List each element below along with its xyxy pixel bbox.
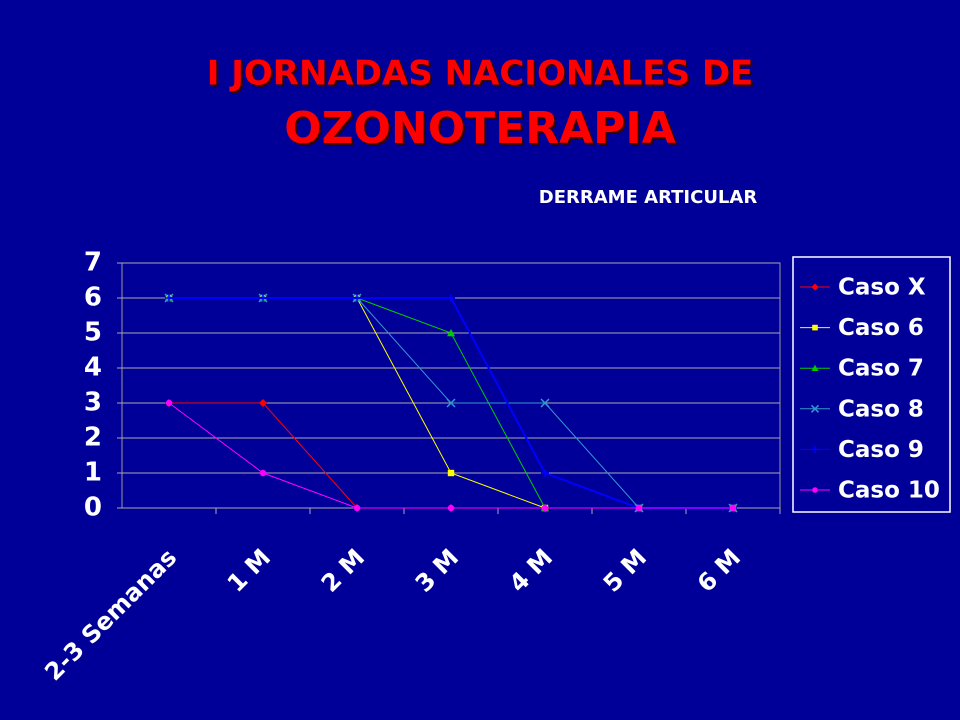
y-tick-label: 1 — [84, 458, 102, 488]
legend-marker — [811, 445, 819, 453]
marker — [540, 398, 550, 408]
x-tick-label: 1 M — [222, 543, 276, 597]
title-shadow: OZONOTERAPIA — [286, 105, 678, 156]
marker — [541, 504, 549, 512]
legend-label: Caso 6 — [838, 315, 924, 341]
marker — [353, 504, 361, 512]
x-tick-label: 3 M — [410, 543, 464, 597]
y-tick-label: 7 — [84, 248, 102, 278]
marker — [259, 294, 267, 302]
y-tick-label: 3 — [84, 388, 102, 418]
marker — [447, 504, 455, 512]
legend-marker — [811, 283, 819, 291]
marker — [729, 504, 737, 512]
legend-label: Caso 10 — [838, 478, 940, 504]
slide-title: I JORNADAS NACIONALES DE — [207, 54, 754, 94]
marker — [541, 469, 549, 477]
legend-label: Caso 9 — [838, 437, 924, 463]
marker — [446, 398, 456, 408]
series-line — [169, 402, 733, 509]
series-line — [168, 402, 733, 509]
marker — [353, 294, 361, 302]
marker — [447, 294, 455, 302]
legend-label: Caso X — [838, 275, 926, 301]
x-tick-label: 2-3 Semanas — [39, 543, 182, 686]
marker — [447, 469, 455, 477]
x-tick-label: 5 M — [598, 543, 652, 597]
marker — [259, 399, 267, 407]
legend-label: Caso 7 — [838, 356, 924, 382]
y-tick-label: 5 — [84, 318, 102, 348]
title-shadow: I JORNADAS NACIONALES DE — [209, 56, 756, 96]
y-tick-label: 2 — [84, 423, 102, 453]
y-tick-label: 6 — [84, 283, 102, 313]
legend-marker — [812, 487, 818, 493]
y-tick-label: 4 — [84, 353, 102, 383]
x-tick-label: 2 M — [316, 543, 370, 597]
x-tick-label: 4 M — [504, 543, 558, 597]
legend-marker — [812, 324, 818, 331]
y-tick-label: 0 — [84, 493, 102, 523]
x-tick-label: 6 M — [692, 543, 746, 597]
marker — [447, 329, 455, 337]
marker — [635, 504, 643, 512]
legend-marker — [810, 404, 820, 413]
marker — [259, 469, 267, 477]
chart-title: DERRAME ARTICULAR — [539, 187, 758, 208]
legend-box — [792, 256, 951, 513]
legend-marker — [811, 364, 819, 371]
marker — [165, 399, 173, 407]
slide-subtitle: OZONOTERAPIA — [284, 103, 676, 154]
legend-label: Caso 8 — [838, 396, 924, 422]
marker — [165, 294, 173, 302]
